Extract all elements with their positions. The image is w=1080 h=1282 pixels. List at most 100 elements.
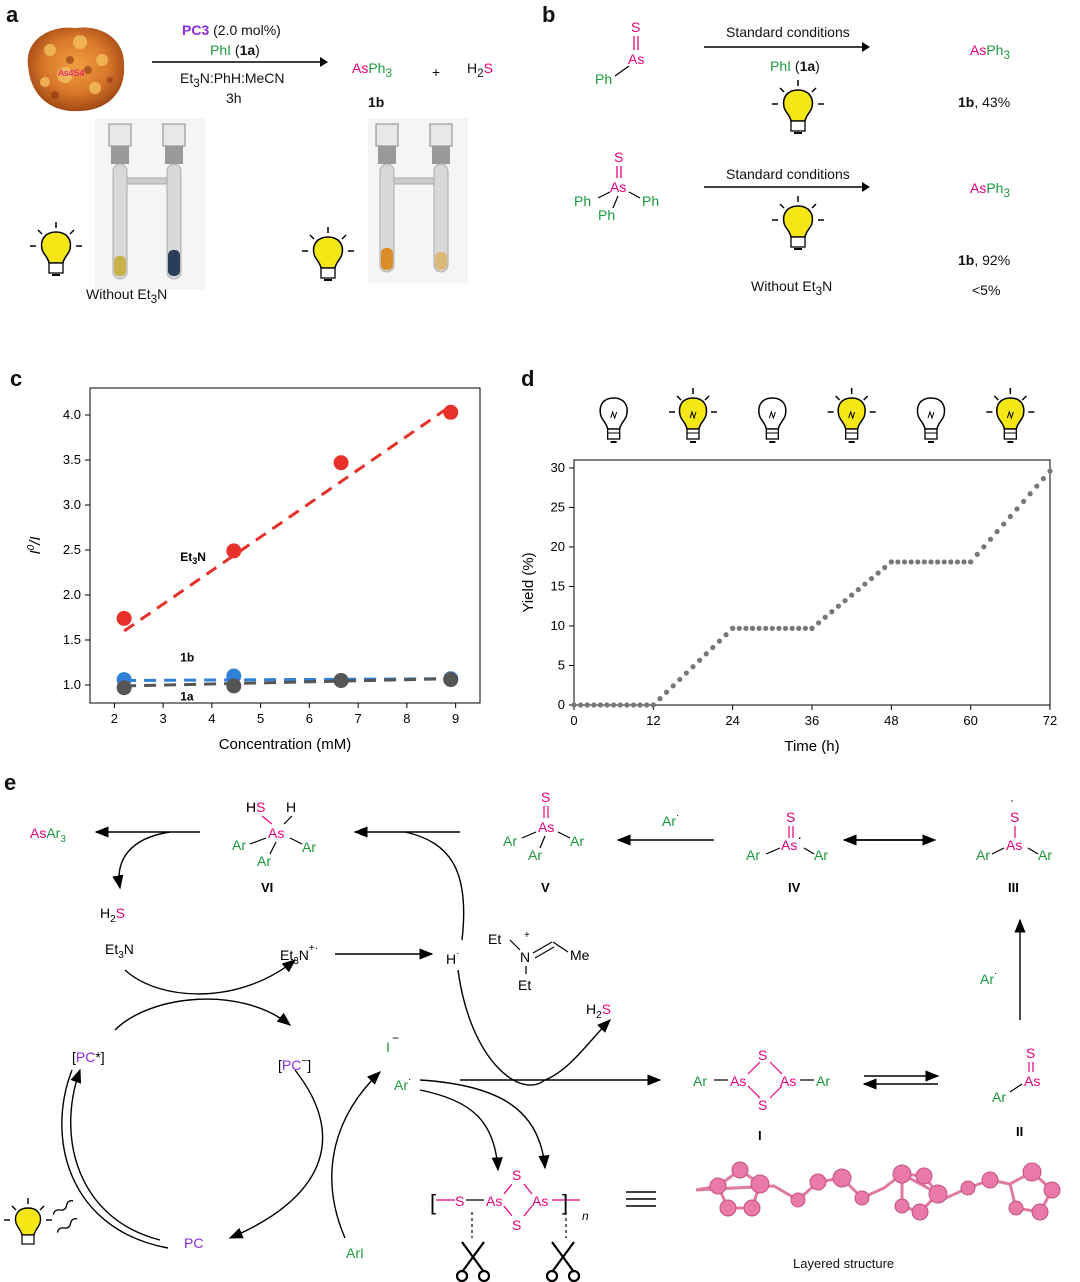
panel-e-label: e	[4, 770, 17, 795]
yield-point	[882, 564, 888, 571]
svg-text:n: n	[582, 1209, 589, 1223]
x-axis-label: Time (h)	[784, 738, 839, 755]
svg-text:+: +	[524, 930, 530, 941]
yield-point	[663, 689, 670, 695]
lightbulb-on-icon	[669, 388, 717, 443]
svg-text:PC: PC	[184, 1235, 203, 1251]
product-asph3: AsPh3	[352, 60, 392, 80]
yield-point	[935, 559, 941, 565]
svg-text:As: As	[610, 179, 626, 195]
y-tick-label: 30	[551, 460, 565, 475]
x-tick-label: 7	[355, 711, 362, 726]
yield-point	[981, 544, 987, 550]
svg-text:S: S	[455, 1193, 464, 1209]
reaction-arrow-b1	[704, 42, 870, 52]
layered-structure-model	[695, 1161, 1061, 1221]
svg-text:[PC*]: [PC*]	[72, 1049, 105, 1065]
yield-point	[611, 702, 617, 708]
yield-point	[835, 603, 842, 609]
data-point-Et3N	[443, 404, 459, 420]
phass-structure: S As Ph	[595, 19, 644, 87]
fit-line-Et3N	[123, 404, 452, 633]
plus-sign: +	[432, 64, 441, 80]
yield-point	[868, 575, 875, 582]
product-row1: AsPh3	[970, 42, 1010, 62]
lightbulb-off-icon	[599, 397, 628, 443]
tube-photo-right	[368, 118, 468, 283]
panel-a-label: a	[6, 2, 19, 27]
svg-text:As4S4: As4S4	[58, 68, 85, 78]
yield-point	[782, 625, 789, 631]
realgar-mineral-image: As4S4	[27, 27, 125, 112]
svg-text:Ar: Ar	[693, 1073, 707, 1089]
svg-text:Et3N: Et3N	[105, 941, 134, 961]
y-tick-label: 1.5	[63, 632, 81, 647]
yield-point	[968, 559, 974, 565]
y-tick-label: 10	[551, 618, 565, 633]
svg-text:Ar: Ar	[746, 847, 760, 863]
svg-text:As·: As·	[781, 829, 802, 853]
x-axis-label: Concentration (mM)	[219, 736, 352, 753]
svg-text:Ar·: Ar·	[394, 1074, 411, 1093]
yield-point	[954, 559, 961, 565]
ph3ass-structure: S As Ph Ph Ph	[574, 149, 659, 223]
yield-point	[743, 625, 749, 631]
svg-text:II: II	[1016, 1124, 1023, 1139]
svg-text:Et: Et	[518, 977, 531, 993]
x-tick-label: 8	[403, 711, 410, 726]
conditions-row1: Standard conditions	[726, 24, 850, 40]
svg-text:IV: IV	[788, 880, 801, 895]
y-tick-label: 15	[551, 578, 565, 593]
y-tick-label: 20	[551, 539, 565, 554]
reagent-phi: PhI	[210, 42, 232, 58]
yield-point	[961, 559, 967, 565]
yield-point	[630, 702, 637, 708]
panel-d-label: d	[521, 366, 535, 391]
svg-text:Ar: Ar	[976, 847, 990, 863]
svg-text:Et: Et	[488, 931, 501, 947]
lightbulb-off-icon	[916, 397, 946, 443]
yield-point	[987, 536, 994, 542]
svg-text:Ph: Ph	[642, 193, 659, 209]
yield-point	[1020, 498, 1027, 504]
y-tick-label: 5	[558, 657, 565, 672]
lightbulb-on-icon	[772, 196, 824, 250]
svg-text:N: N	[520, 949, 530, 965]
x-tick-label: 36	[805, 713, 819, 728]
svg-text:Et3N+·: Et3N+·	[280, 943, 318, 967]
yield-point	[650, 702, 656, 708]
yield-point	[571, 702, 577, 708]
yield-row1: 1b, 43%	[958, 94, 1011, 110]
fit-line-1b	[124, 677, 451, 682]
yield-point	[637, 702, 643, 708]
tube-photo-left	[95, 118, 205, 290]
svg-text:H: H	[286, 799, 296, 815]
series-label-Et3N: Et3N	[180, 550, 206, 566]
stern-volmer-chart: 2 3 4 5 6 7 8 9 1.0 1.5 2.0 2.5 3.0 3.5 4.0 Concentrati…	[26, 387, 481, 753]
reagent-row1: PhI (1a)	[770, 58, 820, 74]
yield-point	[994, 529, 1000, 535]
yield-point	[644, 702, 650, 708]
svg-text:Ar: Ar	[570, 833, 584, 849]
y-tick-label: 4.0	[63, 407, 81, 422]
catalyst-loading: (2.0 mol%)	[213, 22, 281, 38]
yield-point	[776, 625, 782, 631]
yield-point	[802, 625, 808, 631]
fit-line-1a	[124, 677, 451, 688]
yield-point	[697, 657, 703, 663]
yield-point	[769, 625, 775, 631]
yield-point	[948, 559, 954, 565]
svg-text:S: S	[1010, 809, 1019, 825]
yield-point	[584, 702, 590, 708]
x-tick-label: 48	[884, 713, 898, 728]
lightbulb-on-icon	[772, 80, 824, 134]
x-tick-label: 9	[452, 711, 459, 726]
light-on-off-chart: 0 12 24 36 48 60 72 0 5 10 15 20 25 30 Time (h) Yield (…	[520, 388, 1057, 755]
yield-point	[875, 570, 881, 576]
series-label-1a: 1a	[180, 689, 194, 703]
svg-text:Ar: Ar	[992, 1089, 1006, 1105]
svg-text:As: As	[532, 1193, 548, 1209]
x-tick-label: 6	[306, 711, 313, 726]
yield-point	[604, 702, 610, 708]
yield-point	[657, 696, 663, 702]
